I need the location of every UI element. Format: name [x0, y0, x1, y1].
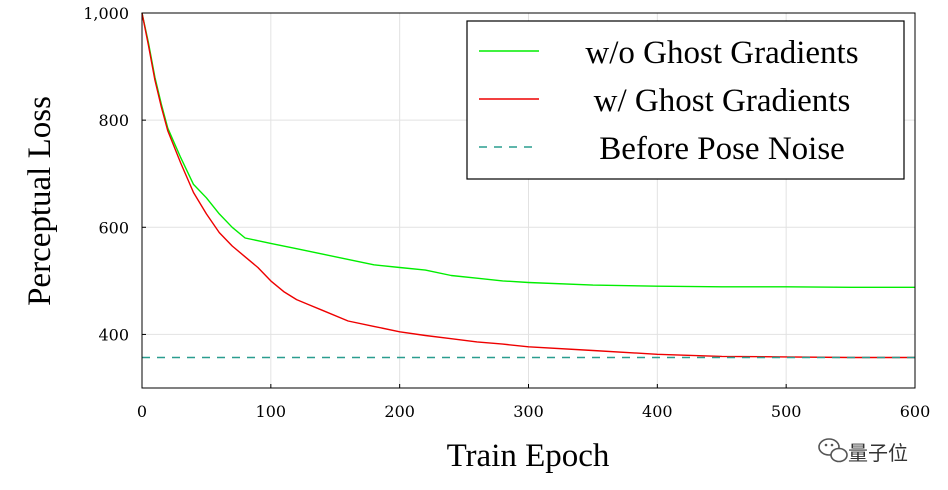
- x-tick-label: 300: [513, 402, 544, 421]
- y-tick-label: 800: [98, 111, 129, 130]
- y-axis-ticks: 400 600 800 1,000: [83, 4, 146, 344]
- x-tick-label: 100: [256, 402, 287, 421]
- watermark: 量子位: [818, 438, 908, 465]
- x-tick-label: 200: [384, 402, 415, 421]
- legend-box: [466, 20, 905, 180]
- legend-label: w/o Ghost Gradients: [585, 35, 858, 71]
- watermark-text: 量子位: [848, 441, 908, 465]
- series-group: [141, 12, 915, 359]
- x-tick-label: 500: [771, 402, 802, 421]
- wechat-icon: [818, 438, 848, 463]
- y-axis-label: Perceptual Loss: [22, 96, 58, 306]
- y-tick-label: 1,000: [83, 4, 129, 23]
- legend-label: w/ Ghost Gradients: [594, 83, 851, 119]
- series-line-1: [141, 12, 915, 288]
- x-axis-label: Train Epoch: [447, 438, 610, 474]
- legend: w/o Ghost Gradients w/ Ghost Gradients Bef…: [466, 20, 905, 180]
- x-tick-label: 0: [137, 402, 147, 421]
- y-tick-label: 400: [98, 325, 129, 344]
- legend-label: Before Pose Noise: [599, 131, 845, 167]
- y-tick-label: 600: [98, 218, 129, 237]
- series-line-2: [141, 12, 915, 359]
- x-axis-ticks: 0 100 200 300 400 500 600: [137, 384, 930, 421]
- x-tick-label: 400: [642, 402, 673, 421]
- x-tick-label: 600: [900, 402, 931, 421]
